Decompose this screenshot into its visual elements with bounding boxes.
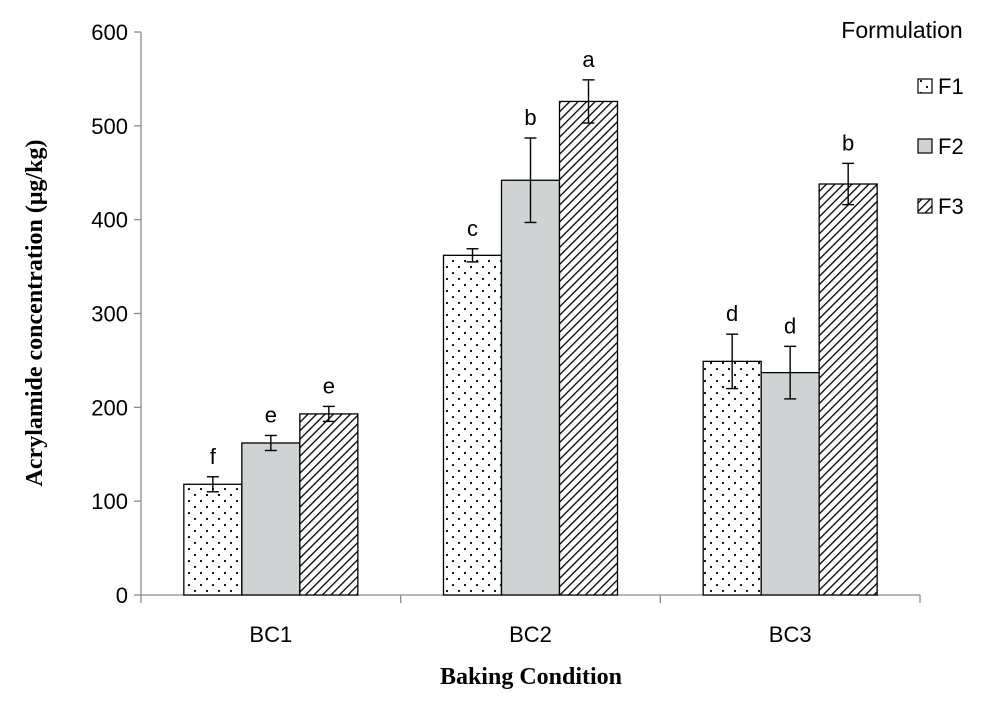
significance-letter: b xyxy=(842,130,854,155)
x-tick-label: BC2 xyxy=(509,622,552,647)
bar-f3-bc1 xyxy=(299,413,359,596)
bars xyxy=(183,100,878,596)
y-tick-label: 400 xyxy=(91,208,128,233)
legend-swatch-f2 xyxy=(917,138,933,154)
bar-f1-bc2 xyxy=(442,254,503,596)
y-axis-label: Acrylamide concentration (μg/kg) xyxy=(22,140,48,487)
bar-f1-bc3 xyxy=(702,360,762,596)
bar-f2-bc2 xyxy=(500,179,561,596)
significance-letter: c xyxy=(467,216,478,241)
significance-letter: e xyxy=(265,402,277,427)
x-tick-label: BC1 xyxy=(249,622,292,647)
legend-label-f3: F3 xyxy=(938,194,964,219)
bar-f3-bc2 xyxy=(558,100,619,596)
x-axis-label: Baking Condition xyxy=(440,664,622,690)
significance-letter: d xyxy=(784,313,796,338)
x-tick-label: BC3 xyxy=(769,622,812,647)
significance-letter: e xyxy=(323,373,335,398)
significance-letter: a xyxy=(582,47,595,72)
significance-letter: f xyxy=(210,444,217,469)
y-tick-label: 600 xyxy=(91,20,128,45)
bar-f2-bc3 xyxy=(760,371,820,596)
legend-swatch-f3 xyxy=(917,198,933,214)
y-tick-label: 200 xyxy=(91,395,128,420)
legend-label-f2: F2 xyxy=(938,134,964,159)
bar-f1-bc1 xyxy=(183,483,243,596)
significance-letters: f c d e b d e a b xyxy=(210,47,855,469)
significance-letter: d xyxy=(726,301,738,326)
y-tick-label: 0 xyxy=(116,583,128,608)
legend: Formulation F1 F2 F3 xyxy=(841,17,963,219)
y-tick-label: 500 xyxy=(91,114,128,139)
bar-f2-bc1 xyxy=(241,442,301,596)
y-tick-label: 100 xyxy=(91,489,128,514)
legend-swatch-f1 xyxy=(917,78,933,94)
y-tick-label: 300 xyxy=(91,302,128,327)
legend-label-f1: F1 xyxy=(938,74,964,99)
significance-letter: b xyxy=(524,105,536,130)
axes: 0 100 200 300 400 500 600 BC1 BC2 BC3 xyxy=(91,20,921,647)
error-bars xyxy=(206,79,855,493)
bar-f3-bc3 xyxy=(818,183,878,596)
legend-title: Formulation xyxy=(841,17,962,43)
